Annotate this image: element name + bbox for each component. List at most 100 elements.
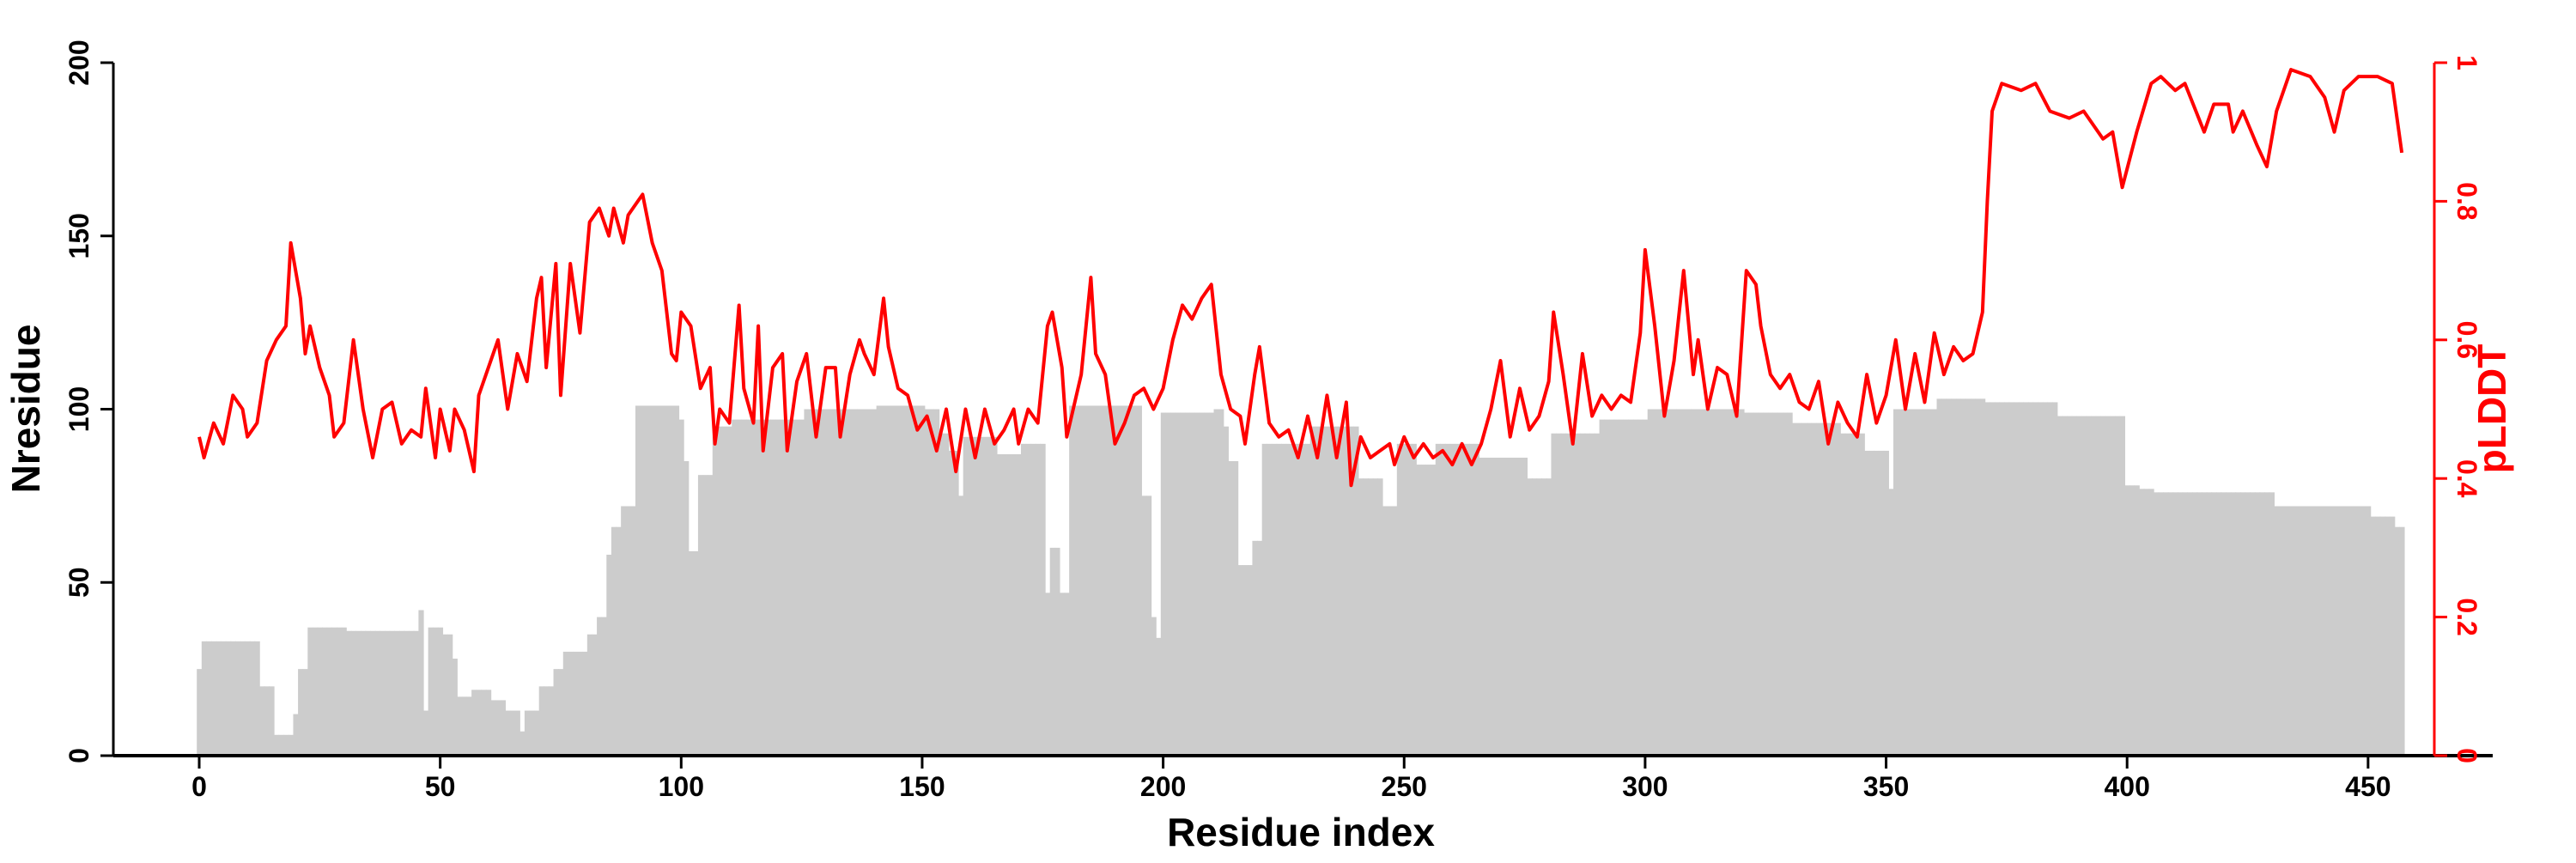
bar <box>953 450 959 756</box>
bar <box>1377 478 1383 756</box>
bar <box>1719 409 1726 756</box>
bar <box>688 550 694 756</box>
bar <box>529 710 535 756</box>
bar <box>1816 422 1822 756</box>
bar <box>1676 409 1682 756</box>
bar <box>972 436 979 756</box>
bar <box>1363 478 1369 756</box>
bar <box>1671 409 1677 756</box>
bar <box>708 475 714 756</box>
bar <box>1208 412 1215 756</box>
bar <box>1368 478 1374 756</box>
bar <box>2351 506 2357 756</box>
bar <box>1980 398 1986 756</box>
bar <box>909 405 916 756</box>
bar <box>905 405 911 756</box>
bar <box>1199 412 1205 756</box>
right-y-tick-label: 0.6 <box>2451 321 2482 359</box>
bar <box>2091 416 2097 756</box>
bar <box>586 634 593 756</box>
bar <box>240 641 246 756</box>
bar <box>269 686 275 756</box>
bar <box>1527 478 1533 756</box>
bar <box>1204 412 1210 756</box>
bar <box>2154 492 2160 756</box>
bar <box>732 419 738 756</box>
bar <box>2379 516 2386 756</box>
bar <box>2100 416 2106 756</box>
bar <box>1045 593 1051 756</box>
bar <box>1493 457 1499 756</box>
right-y-ticks: 0 0.2 0.4 0.6 0.8 1 <box>2434 55 2482 763</box>
bar <box>1879 450 1885 756</box>
bar <box>1507 457 1514 756</box>
bar <box>2279 506 2285 756</box>
bar <box>1449 443 1455 756</box>
bar <box>1801 422 1807 756</box>
bar <box>1025 443 1031 756</box>
bar <box>1647 409 1653 756</box>
bar <box>476 690 482 756</box>
bar <box>1763 412 1769 756</box>
bar <box>1772 412 1778 756</box>
bar <box>1917 409 1923 756</box>
bar <box>1213 409 1219 756</box>
bar <box>1604 419 1610 756</box>
x-tick-label: 350 <box>1863 771 1909 802</box>
bar <box>804 409 810 756</box>
bar <box>553 669 559 756</box>
bar <box>683 461 690 756</box>
bar <box>2134 485 2140 756</box>
bar <box>2366 506 2372 756</box>
bar <box>361 630 367 756</box>
bar <box>573 651 579 756</box>
bar <box>413 630 419 756</box>
bar <box>1850 433 1856 756</box>
bar <box>746 419 752 756</box>
x-tick-label: 400 <box>2105 771 2150 802</box>
bar <box>1108 405 1114 756</box>
bar <box>1691 409 1697 756</box>
bar <box>437 627 444 756</box>
bar <box>1512 457 1518 756</box>
bar <box>1811 422 1817 756</box>
bar <box>1826 422 1832 756</box>
bar <box>784 419 791 756</box>
bar <box>1575 433 1581 756</box>
bar <box>722 426 728 756</box>
x-axis-label: Residue index <box>1167 810 1435 854</box>
bar <box>1840 433 1846 756</box>
bar <box>1984 402 1990 756</box>
bar <box>837 409 843 756</box>
bar <box>1652 409 1658 756</box>
bar <box>577 651 583 756</box>
bar <box>2067 416 2073 756</box>
bar <box>2370 516 2376 756</box>
bar <box>524 710 531 756</box>
bar <box>249 641 256 756</box>
bar <box>461 696 468 756</box>
bar <box>1806 422 1813 756</box>
bar <box>2129 485 2136 756</box>
right-y-tick-label: 0.8 <box>2451 182 2482 220</box>
bar <box>433 627 439 756</box>
bar <box>697 475 704 756</box>
bar <box>896 405 902 756</box>
bar <box>977 436 983 756</box>
bar <box>1743 412 1750 756</box>
bar <box>760 419 767 756</box>
bar <box>1623 419 1629 756</box>
bar <box>1844 433 1851 756</box>
bar <box>1440 443 1446 756</box>
bar <box>673 405 680 756</box>
bar <box>606 554 612 756</box>
bar <box>1112 405 1118 756</box>
bar <box>1392 506 1398 756</box>
bar <box>1556 433 1562 756</box>
bar <box>914 405 920 756</box>
bar <box>1874 450 1880 756</box>
bar <box>765 419 771 756</box>
bar <box>1416 465 1422 756</box>
bar <box>418 610 424 756</box>
bar <box>442 634 448 756</box>
